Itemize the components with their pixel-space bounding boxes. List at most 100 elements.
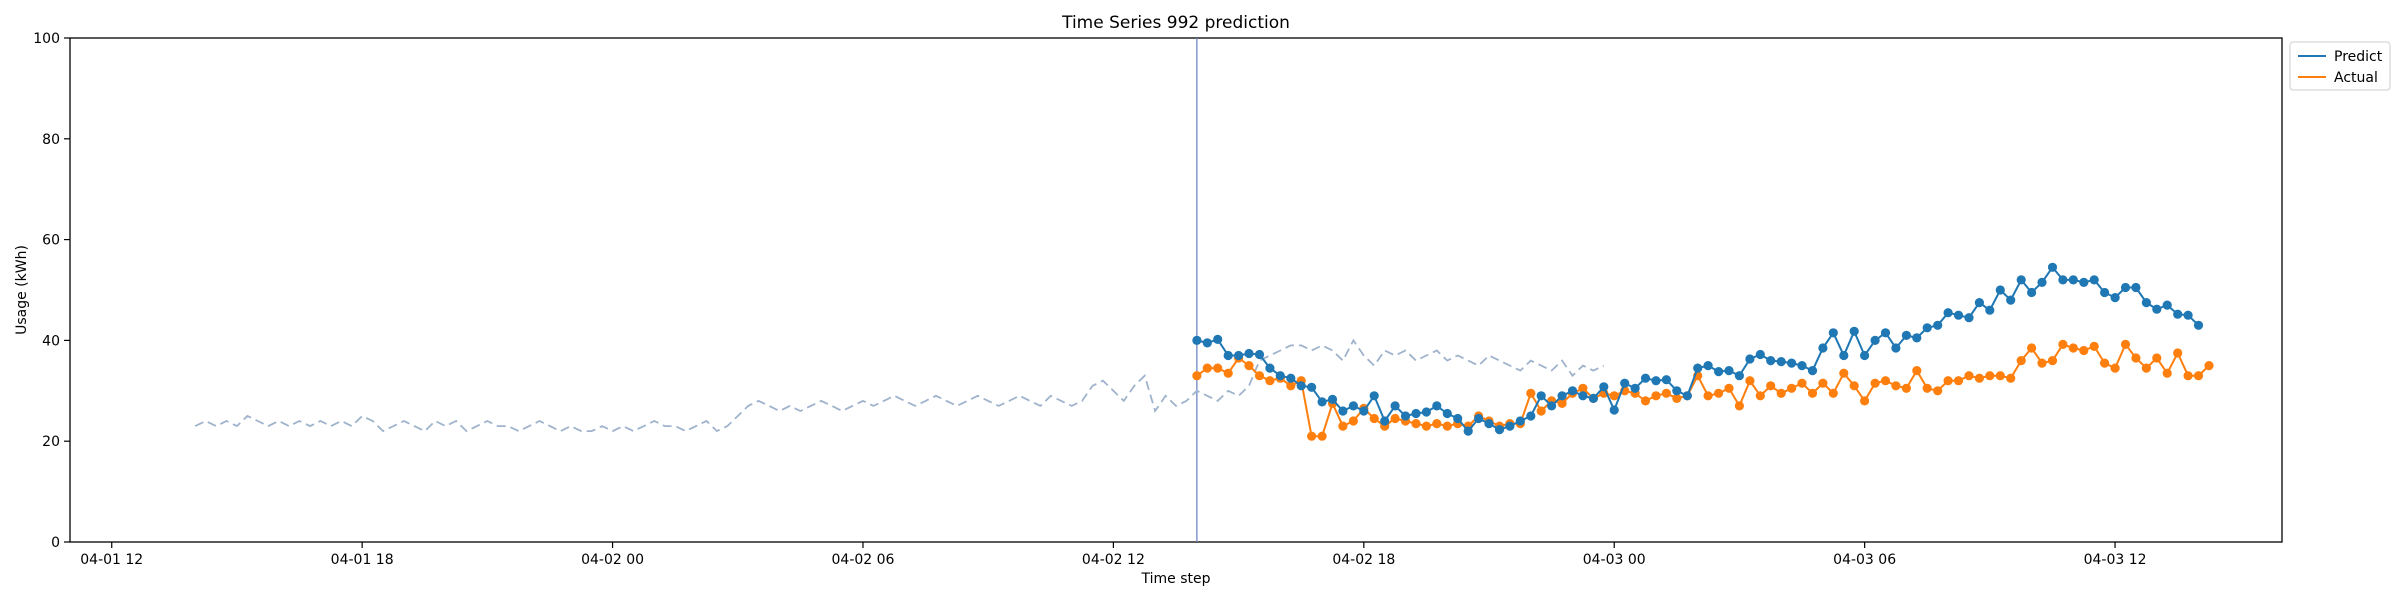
actual-point: [1578, 383, 1588, 393]
predict-point: [2089, 275, 2099, 285]
predict-point: [1818, 343, 1828, 353]
x-axis-label: Time step: [1141, 571, 1211, 587]
actual-point: [1974, 373, 1984, 383]
predict-point: [1275, 371, 1285, 381]
actual-point: [2058, 339, 2068, 349]
predict-point: [1536, 391, 1546, 401]
predict-point: [2068, 275, 2078, 285]
predict-point: [1828, 328, 1838, 338]
actual-point: [1672, 393, 1682, 403]
actual-point: [1411, 419, 1421, 429]
predict-point: [1609, 405, 1619, 415]
actual-point: [1421, 421, 1431, 431]
actual-point: [2193, 371, 2204, 381]
legend-predict-label: Predict: [2334, 49, 2383, 65]
y-axis-label: Usage (kWh): [14, 245, 30, 335]
predict-point: [1234, 350, 1244, 361]
actual-point: [1828, 388, 1838, 398]
y-tick-label: 100: [33, 31, 60, 47]
actual-point: [2120, 339, 2131, 349]
predict-point: [1661, 375, 1671, 385]
actual-point: [1651, 391, 1661, 401]
predict-point: [2173, 309, 2183, 319]
predict-point: [1860, 350, 1870, 361]
predict-point: [2047, 262, 2058, 272]
actual-point: [1964, 371, 1974, 381]
x-tick-label: 04-02 12: [1082, 552, 1145, 568]
actual-point: [1839, 368, 1849, 378]
predict-point: [2141, 298, 2151, 308]
predict-point: [1484, 419, 1494, 429]
predict-point: [1327, 394, 1338, 404]
predict-point: [2058, 275, 2068, 285]
actual-point: [1265, 376, 1275, 386]
actual-point: [1995, 371, 2005, 381]
predict-point: [2079, 277, 2089, 287]
actual-point: [1202, 363, 1212, 373]
actual-point: [1526, 388, 1536, 398]
actual-point: [1703, 391, 1713, 401]
actual-point: [1640, 396, 1651, 406]
actual-point: [1922, 383, 1932, 393]
predict-point: [1192, 335, 1202, 345]
actual-point: [2183, 371, 2193, 381]
actual-point: [2006, 373, 2016, 383]
actual-point: [1818, 378, 1828, 388]
x-tick-label: 04-02 18: [1332, 552, 1395, 568]
predict-point: [2131, 282, 2141, 293]
predict-point: [1776, 357, 1786, 367]
predict-point: [1421, 407, 1431, 417]
actual-point: [2089, 341, 2099, 351]
x-tick-label: 04-03 12: [2084, 552, 2147, 568]
predict-point: [1599, 382, 1609, 392]
actual-point: [1254, 371, 1265, 381]
chart-title: Time Series 992 prediction: [1061, 13, 1290, 33]
actual-point: [1442, 421, 1452, 431]
plot-area: [69, 37, 2283, 543]
predict-point: [1307, 382, 1317, 392]
predict-point: [1714, 367, 1724, 377]
actual-point: [1953, 376, 1964, 386]
actual-point: [1870, 378, 1880, 388]
predict-point: [1296, 381, 1306, 391]
predict-point: [2006, 295, 2016, 305]
predict-point: [1807, 366, 1818, 376]
predict-point: [1286, 373, 1296, 383]
actual-point: [1192, 371, 1202, 381]
predict-point: [1734, 371, 1744, 381]
actual-point: [1901, 383, 1911, 393]
actual-point: [1244, 361, 1254, 371]
predict-point: [1338, 406, 1348, 416]
actual-point: [1807, 388, 1818, 398]
actual-point: [1755, 391, 1765, 401]
predict-point: [1380, 416, 1390, 426]
predict-point: [1567, 386, 1578, 396]
predict-point: [1651, 376, 1661, 386]
actual-point: [1745, 376, 1755, 386]
actual-point: [1286, 381, 1296, 391]
actual-point: [1724, 383, 1734, 393]
predict-point: [2152, 304, 2162, 314]
predict-point: [1463, 426, 1473, 436]
predict-point: [1839, 350, 1849, 361]
actual-point: [1557, 398, 1567, 408]
y-tick-label: 40: [42, 333, 60, 349]
predict-point: [1547, 401, 1557, 411]
predict-point: [1411, 408, 1421, 419]
actual-point: [1734, 401, 1744, 411]
actual-point: [1943, 376, 1953, 386]
predict-point: [1526, 411, 1536, 421]
actual-point: [1880, 376, 1891, 386]
actual-point: [1860, 396, 1870, 406]
actual-point: [2016, 356, 2026, 366]
legend-actual-label: Actual: [2334, 70, 2378, 86]
predict-point: [1922, 323, 1932, 333]
predict-point: [1995, 285, 2005, 295]
actual-point: [2100, 358, 2110, 368]
actual-point: [1714, 388, 1724, 398]
actual-point: [1776, 388, 1786, 398]
predict-line: [1196, 265, 2200, 433]
actual-point: [1307, 431, 1317, 441]
actual-point: [1849, 381, 1859, 391]
